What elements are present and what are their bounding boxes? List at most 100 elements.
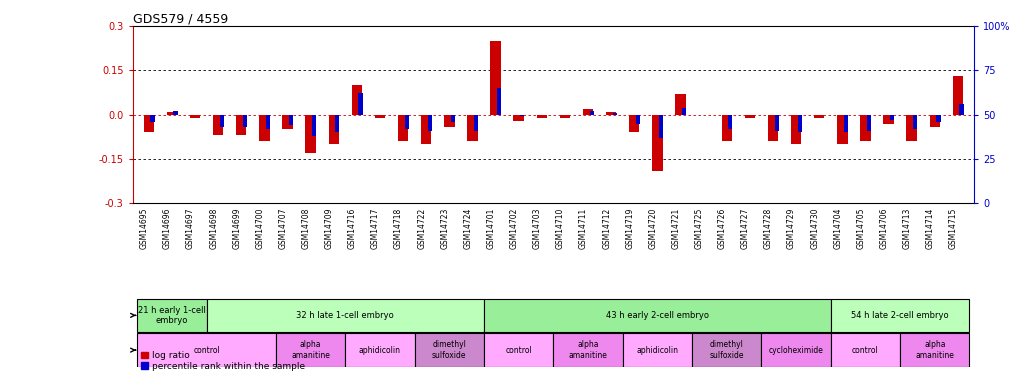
Text: GSM14709: GSM14709 xyxy=(324,208,333,249)
Bar xyxy=(559,115,570,118)
Bar xyxy=(243,115,247,127)
Bar xyxy=(288,115,292,125)
FancyBboxPatch shape xyxy=(760,333,829,367)
Bar xyxy=(773,115,777,130)
Bar xyxy=(635,115,639,124)
Bar xyxy=(190,115,200,118)
Text: GSM14706: GSM14706 xyxy=(878,208,888,249)
Text: GSM14730: GSM14730 xyxy=(809,208,818,249)
Bar xyxy=(374,115,385,118)
Text: GSM14699: GSM14699 xyxy=(232,208,242,249)
Bar xyxy=(358,93,362,115)
Text: alpha
amanitine: alpha amanitine xyxy=(290,340,330,360)
Text: 54 h late 2-cell embryo: 54 h late 2-cell embryo xyxy=(851,311,948,320)
FancyBboxPatch shape xyxy=(415,333,484,367)
Text: GSM14696: GSM14696 xyxy=(163,208,172,249)
Text: GSM14715: GSM14715 xyxy=(948,208,957,249)
Text: GSM14711: GSM14711 xyxy=(579,208,587,249)
Bar xyxy=(612,113,616,115)
Bar xyxy=(335,115,339,132)
Text: control: control xyxy=(193,346,220,355)
FancyBboxPatch shape xyxy=(138,298,207,332)
Text: GSM14704: GSM14704 xyxy=(833,208,842,249)
Bar xyxy=(935,115,940,122)
Bar xyxy=(651,115,662,171)
Text: GSM14729: GSM14729 xyxy=(787,208,795,249)
Bar xyxy=(912,115,916,129)
Text: GSM14726: GSM14726 xyxy=(717,208,726,249)
Bar xyxy=(305,115,316,153)
Bar xyxy=(328,115,338,144)
Bar xyxy=(605,112,615,115)
Text: GSM14728: GSM14728 xyxy=(763,208,772,249)
Bar xyxy=(235,115,247,135)
Text: GSM14705: GSM14705 xyxy=(856,208,864,249)
Bar xyxy=(813,115,823,118)
Text: GSM14713: GSM14713 xyxy=(902,208,911,249)
Text: control: control xyxy=(504,346,532,355)
FancyBboxPatch shape xyxy=(691,333,760,367)
Bar xyxy=(405,115,409,129)
Text: GSM14727: GSM14727 xyxy=(740,208,749,249)
Text: GSM14716: GSM14716 xyxy=(347,208,357,249)
Text: aphidicolin: aphidicolin xyxy=(359,346,400,355)
Text: GSM14720: GSM14720 xyxy=(648,208,656,249)
Bar xyxy=(421,115,431,144)
Bar xyxy=(928,115,940,126)
Bar xyxy=(906,115,916,141)
Bar xyxy=(728,115,732,129)
Bar xyxy=(890,115,894,120)
FancyBboxPatch shape xyxy=(552,333,622,367)
Bar xyxy=(952,76,962,115)
Text: GSM14714: GSM14714 xyxy=(925,208,933,249)
Text: GSM14708: GSM14708 xyxy=(302,208,311,249)
Text: GDS579 / 4559: GDS579 / 4559 xyxy=(132,12,227,25)
FancyBboxPatch shape xyxy=(899,333,968,367)
FancyBboxPatch shape xyxy=(276,333,345,367)
Bar xyxy=(173,111,177,115)
Bar xyxy=(490,41,500,115)
Text: aphidicolin: aphidicolin xyxy=(636,346,678,355)
FancyBboxPatch shape xyxy=(829,298,968,332)
FancyBboxPatch shape xyxy=(345,333,415,367)
Bar xyxy=(658,115,662,138)
Text: 43 h early 2-cell embryo: 43 h early 2-cell embryo xyxy=(605,311,708,320)
Bar xyxy=(882,115,893,124)
Bar xyxy=(959,104,963,115)
Bar xyxy=(536,115,546,118)
Text: GSM14718: GSM14718 xyxy=(393,208,403,249)
Text: GSM14725: GSM14725 xyxy=(694,208,703,249)
FancyBboxPatch shape xyxy=(138,333,276,367)
Bar xyxy=(866,115,870,130)
Text: GSM14697: GSM14697 xyxy=(185,208,195,249)
Bar xyxy=(843,115,847,132)
Bar xyxy=(744,115,754,118)
Text: GSM14703: GSM14703 xyxy=(532,208,541,249)
Text: GSM14719: GSM14719 xyxy=(625,208,634,249)
Bar xyxy=(266,115,270,129)
Text: dimethyl
sulfoxide: dimethyl sulfoxide xyxy=(709,340,743,360)
FancyBboxPatch shape xyxy=(622,333,691,367)
Bar xyxy=(767,115,777,141)
Bar xyxy=(520,115,524,117)
FancyBboxPatch shape xyxy=(484,333,552,367)
Bar xyxy=(259,115,269,141)
Bar xyxy=(312,115,316,136)
Bar xyxy=(467,115,477,141)
Text: GSM14717: GSM14717 xyxy=(371,208,380,249)
Text: cycloheximide: cycloheximide xyxy=(768,346,822,355)
FancyBboxPatch shape xyxy=(484,298,829,332)
FancyBboxPatch shape xyxy=(829,333,899,367)
Bar xyxy=(582,109,593,115)
Bar xyxy=(675,94,685,115)
Bar xyxy=(513,115,524,121)
Text: GSM14722: GSM14722 xyxy=(417,208,426,249)
Bar xyxy=(144,115,154,132)
Bar xyxy=(282,115,292,129)
Bar xyxy=(720,115,732,141)
Bar xyxy=(837,115,847,144)
Legend: log ratio, percentile rank within the sample: log ratio, percentile rank within the sa… xyxy=(137,348,308,374)
Bar xyxy=(790,115,801,144)
Bar xyxy=(629,115,639,132)
Text: GSM14698: GSM14698 xyxy=(209,208,218,249)
